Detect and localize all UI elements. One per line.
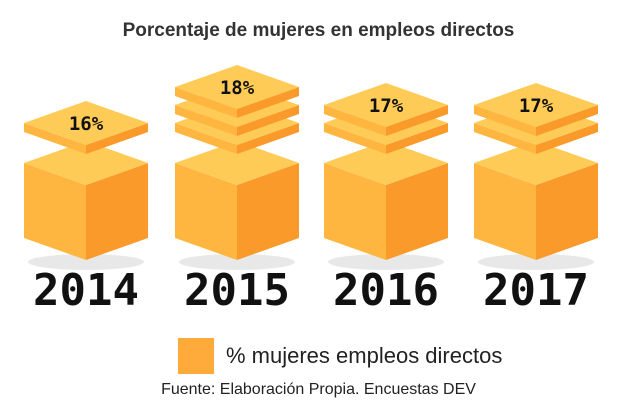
bar-left-face bbox=[474, 163, 536, 260]
bar-shadow bbox=[179, 254, 295, 270]
bar-left-face bbox=[324, 163, 386, 260]
plate-left-face bbox=[175, 87, 237, 118]
plate-right-face bbox=[536, 123, 598, 154]
bar-right-face bbox=[237, 163, 299, 260]
year-label: 2015 bbox=[184, 265, 290, 316]
data-label: 18% bbox=[220, 77, 255, 99]
data-label: 17% bbox=[369, 95, 404, 117]
year-label: 2014 bbox=[33, 265, 139, 316]
bar-left-face bbox=[175, 163, 237, 260]
plate-top-face bbox=[324, 83, 448, 127]
plate-top-face bbox=[24, 101, 148, 145]
legend-label: % mujeres empleos directos bbox=[226, 343, 503, 368]
bar-top-face bbox=[474, 141, 598, 185]
bar-top-face bbox=[175, 141, 299, 185]
plate-left-face bbox=[474, 123, 536, 154]
chart-title: Porcentaje de mujeres en empleos directo… bbox=[122, 20, 515, 41]
legend-swatch bbox=[178, 338, 214, 374]
plate-left-face bbox=[324, 105, 386, 136]
bar-top-face bbox=[324, 141, 448, 185]
plate-left-face bbox=[175, 105, 237, 136]
plate-right-face bbox=[237, 105, 299, 136]
bar-right-face bbox=[386, 163, 448, 260]
bar-shadow bbox=[28, 254, 144, 270]
bar-left-face bbox=[24, 163, 86, 260]
plate-right-face bbox=[386, 123, 448, 154]
plate-right-face bbox=[536, 105, 598, 136]
plate-right-face bbox=[86, 123, 148, 154]
data-label: 16% bbox=[69, 113, 104, 135]
bar-2015: 18% bbox=[175, 65, 299, 270]
plate-left-face bbox=[474, 105, 536, 136]
bar-top-face bbox=[24, 141, 148, 185]
bar-right-face bbox=[86, 163, 148, 260]
bar-2017: 17% bbox=[474, 83, 598, 270]
bar-shadow bbox=[328, 254, 444, 270]
year-label: 2016 bbox=[333, 265, 439, 316]
plate-right-face bbox=[237, 87, 299, 118]
source-note: Fuente: Elaboración Propia. Encuestas DE… bbox=[161, 381, 476, 398]
bar-shadow bbox=[478, 254, 594, 270]
bar-2016: 17% bbox=[324, 83, 448, 270]
bars-group: 16% 18% 17% 17% bbox=[24, 65, 598, 270]
plate-top-face bbox=[175, 65, 299, 109]
plate-left-face bbox=[24, 123, 86, 154]
plate-left-face bbox=[175, 123, 237, 154]
data-label: 17% bbox=[519, 95, 554, 117]
year-label: 2017 bbox=[483, 265, 589, 316]
year-labels-group: 2014 2015 2016 2017 bbox=[33, 265, 589, 316]
bar-2014: 16% bbox=[24, 101, 148, 270]
legend: % mujeres empleos directos bbox=[178, 338, 502, 374]
plate-right-face bbox=[386, 105, 448, 136]
bar-right-face bbox=[536, 163, 598, 260]
plate-left-face bbox=[324, 123, 386, 154]
plate-right-face bbox=[237, 123, 299, 154]
plate-top-face bbox=[474, 83, 598, 127]
